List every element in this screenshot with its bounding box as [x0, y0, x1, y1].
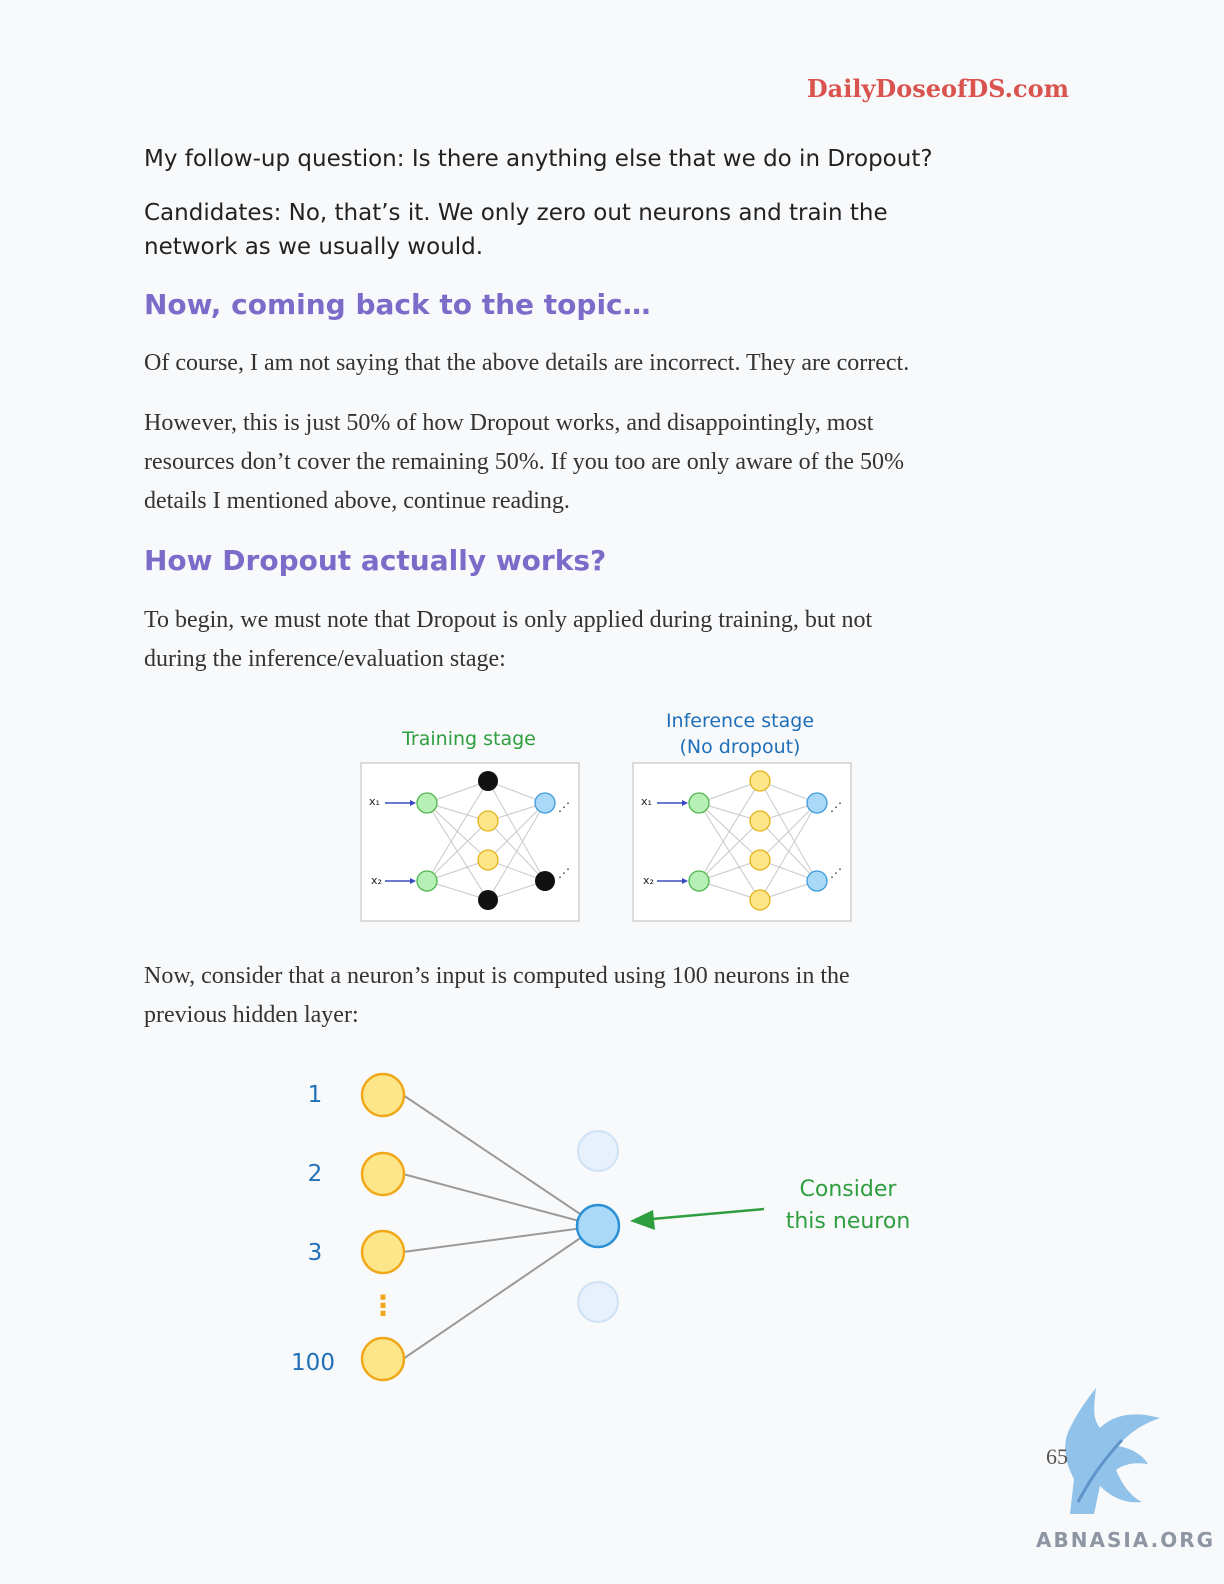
input-neuron [688, 792, 710, 814]
page-number: 65 [1046, 1444, 1068, 1469]
x2-arrowhead [682, 878, 688, 884]
x2-arrowhead [410, 878, 416, 884]
neuron-label-2: 2 [308, 1161, 323, 1187]
hidden-neuron [477, 849, 499, 871]
paragraph-line: However, this is just 50% of how Dropout… [144, 410, 874, 436]
input-neuron [688, 870, 710, 892]
dropped-neuron [478, 890, 498, 910]
output-neuron [806, 870, 828, 892]
paragraph-line: during the inference/evaluation stage: [144, 646, 506, 672]
x1-arrowhead [682, 800, 688, 806]
input-neuron [360, 1229, 406, 1275]
paragraph-line: Now, consider that a neuron’s input is c… [144, 963, 850, 989]
site-name[interactable]: DailyDoseofDS.com [806, 74, 1069, 103]
inference-network: x₁ x₂ ⋰ ⋰ [632, 762, 852, 922]
dropped-neuron [478, 771, 498, 791]
training-network-frame [360, 762, 580, 922]
x2-label: x₂ [371, 874, 382, 887]
output-neuron [806, 792, 828, 814]
hidden-neuron [749, 770, 771, 792]
ellipsis-icon: ⋰ [558, 866, 570, 880]
section-heading-how-dropout-works: How Dropout actually works? [144, 544, 607, 577]
training-network: x₁ x₂ ⋰ ⋰ [360, 762, 580, 922]
training-connections [426, 780, 546, 901]
x1-label: x₁ [641, 795, 652, 808]
griffin-logo [1065, 1388, 1160, 1514]
input-neuron [360, 1336, 406, 1382]
paragraph: Of course, I am not saying that the abov… [144, 350, 910, 376]
pointer-arrowhead [630, 1210, 655, 1230]
candidate-answer-line-1: Candidates: No, that’s it. We only zero … [144, 200, 888, 226]
neuron-input-figure: 1 2 3 100 ⋮ Consider this neuron [291, 1072, 911, 1382]
paragraph-line: details I mentioned above, continue read… [144, 488, 570, 514]
training-stage-label: Training stage [401, 728, 536, 750]
input-neuron [360, 1151, 406, 1197]
pointer-arrow [651, 1207, 765, 1221]
section-heading-back-to-topic: Now, coming back to the topic… [144, 288, 651, 321]
ellipsis-icon: ⋰ [830, 800, 842, 814]
consider-label: Consider [800, 1177, 898, 1202]
paragraph-line: previous hidden layer: [144, 1002, 359, 1028]
target-neuron [575, 1203, 621, 1249]
neuron-label-100: 100 [291, 1350, 335, 1376]
candidate-answer-line-2: network as we usually would. [144, 234, 484, 260]
input-connections [402, 1094, 599, 1360]
faded-neuron [577, 1281, 619, 1323]
x1-label: x₁ [369, 795, 380, 808]
input-neuron [416, 792, 438, 814]
x2-label: x₂ [643, 874, 654, 887]
this-neuron-label: this neuron [786, 1209, 911, 1234]
neuron-label-3: 3 [308, 1240, 323, 1266]
hidden-neuron [749, 810, 771, 832]
input-neuron [360, 1072, 406, 1118]
hidden-neuron [477, 810, 499, 832]
watermark: ABNASIA.ORG [1036, 1528, 1216, 1552]
paragraph-line: resources don’t cover the remaining 50%.… [144, 449, 904, 475]
hidden-neuron [749, 849, 771, 871]
follow-up-question: My follow-up question: Is there anything… [144, 146, 933, 172]
hidden-neuron [749, 889, 771, 911]
ellipsis-icon: ⋰ [558, 800, 570, 814]
faded-neuron [577, 1130, 619, 1172]
no-dropout-label: (No dropout) [680, 736, 801, 758]
inference-stage-label: Inference stage [666, 710, 814, 732]
x1-arrowhead [410, 800, 416, 806]
vertical-ellipsis-icon: ⋮ [369, 1289, 397, 1322]
inference-network-frame [632, 762, 852, 922]
input-neuron [416, 870, 438, 892]
paragraph-line: To begin, we must note that Dropout is o… [144, 607, 873, 633]
training-vs-inference-figure: Training stage Inference stage (No dropo… [360, 710, 852, 922]
ellipsis-icon: ⋰ [830, 866, 842, 880]
neuron-label-1: 1 [308, 1082, 323, 1108]
dropped-neuron [535, 871, 555, 891]
output-neuron [534, 792, 556, 814]
